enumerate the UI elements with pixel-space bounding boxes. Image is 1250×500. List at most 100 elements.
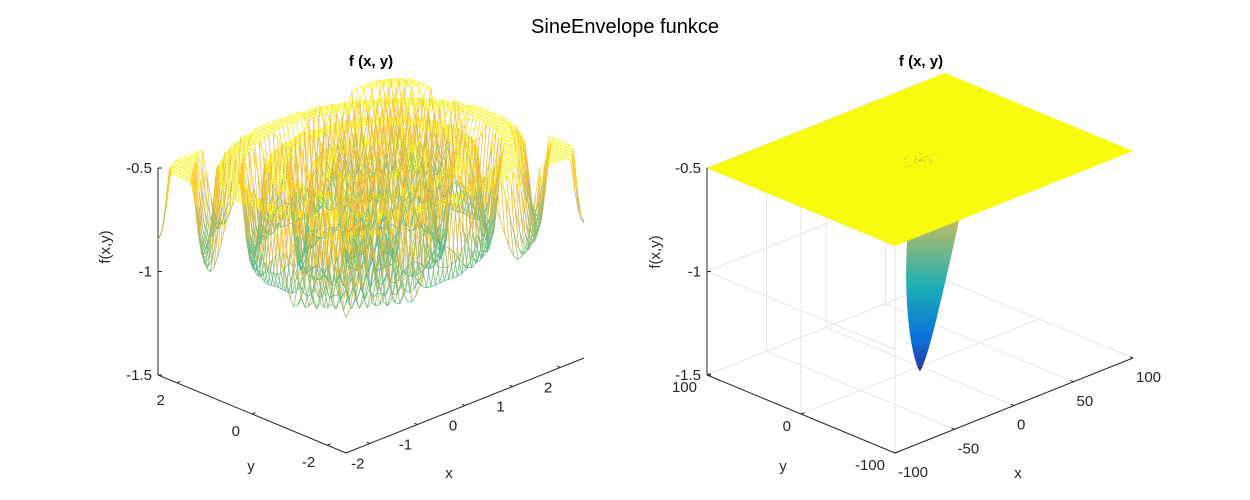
mesh-line: [384, 84, 388, 86]
mesh-line: [470, 113, 474, 115]
mesh-line: [293, 118, 297, 120]
mesh-line: [179, 177, 183, 178]
mesh-line: [509, 140, 513, 142]
mesh-line: [484, 120, 488, 121]
mesh-line: [471, 109, 475, 111]
mesh-line: [507, 171, 512, 173]
mesh-line: [413, 82, 417, 84]
y-tick-mark: [252, 413, 256, 414]
mesh-line: [401, 81, 405, 83]
mesh-line: [478, 112, 482, 114]
mesh-line: [562, 158, 566, 160]
mesh-line: [193, 152, 197, 154]
mesh-line: [502, 137, 506, 139]
mesh-line: [499, 132, 503, 134]
mesh-line: [277, 119, 281, 121]
mesh-line: [563, 155, 567, 157]
mesh-line: [567, 154, 571, 155]
mesh-line: [500, 129, 504, 131]
mesh-line: [340, 102, 344, 104]
mesh-line: [416, 97, 420, 99]
mesh-line: [297, 116, 301, 118]
mesh-line: [158, 233, 162, 240]
mesh-line: [559, 155, 563, 157]
mesh-line: [395, 103, 399, 105]
mesh-line: [490, 126, 494, 127]
mesh-line: [314, 113, 318, 115]
mesh-line: [559, 142, 563, 144]
mesh-line: [238, 201, 242, 203]
mesh-line: [405, 82, 409, 84]
mesh-line: [445, 103, 450, 105]
mesh-line: [499, 121, 503, 123]
mesh-line: [356, 87, 360, 89]
mesh-line: [507, 132, 511, 134]
mesh-line: [400, 84, 404, 86]
mesh-line: [494, 123, 498, 125]
mesh-line: [235, 198, 239, 200]
mesh-line: [507, 146, 511, 148]
mesh-line: [188, 173, 192, 175]
mesh-line: [453, 170, 458, 172]
mesh-line: [373, 83, 377, 85]
mesh-line: [488, 117, 493, 119]
mesh-line: [449, 104, 453, 106]
mesh-line: [460, 105, 464, 107]
mesh-line: [489, 113, 493, 115]
mesh-line: [501, 126, 506, 128]
mesh-line: [511, 159, 515, 161]
mesh-line: [276, 122, 280, 124]
mesh-line: [501, 168, 505, 170]
mesh-line: [560, 150, 564, 152]
mesh-line: [512, 155, 516, 157]
mesh-line: [262, 130, 266, 132]
mesh-line: [301, 120, 304, 130]
mesh-line: [504, 141, 508, 143]
mesh-line: [182, 176, 186, 178]
mesh-line: [323, 109, 327, 111]
mesh-line: [162, 210, 166, 233]
mesh-line: [393, 81, 397, 83]
mesh-line: [374, 120, 378, 122]
mesh-line: [191, 162, 195, 164]
mesh-line: [316, 106, 320, 108]
mesh-line: [473, 116, 477, 118]
mesh-line: [257, 135, 261, 137]
mesh-line: [503, 119, 507, 121]
mesh-line: [564, 152, 568, 154]
mesh-line: [183, 162, 187, 164]
mesh-line: [500, 118, 504, 120]
mesh-line: [238, 160, 242, 162]
mesh-line: [273, 121, 277, 123]
mesh-line: [255, 128, 259, 130]
mesh-line: [568, 151, 572, 152]
mesh-line: [175, 175, 179, 177]
mesh-line: [493, 115, 497, 117]
mesh-line: [502, 176, 506, 178]
mesh-line: [180, 157, 184, 159]
mesh-line: [184, 170, 188, 172]
mesh-line: [495, 120, 499, 122]
mesh-line: [236, 195, 240, 197]
mesh-line: [552, 151, 557, 153]
mesh-line: [424, 85, 427, 86]
mesh-line: [257, 137, 261, 139]
mesh-line: [445, 108, 449, 109]
mesh-line: [510, 162, 514, 164]
figure-title: SineEnvelope funkce: [531, 16, 719, 38]
left-surface-plot: -2-1012-202-1.5-1-0.5xyf(x,y) f (x, y): [97, 53, 584, 482]
mesh-line: [423, 86, 427, 99]
mesh-line: [281, 120, 285, 122]
mesh-line: [557, 149, 561, 151]
mesh-line: [331, 109, 335, 111]
mesh-line: [507, 160, 511, 162]
mesh-line: [508, 168, 512, 170]
mesh-line: [187, 160, 191, 162]
mesh-line: [497, 129, 501, 131]
mesh-line: [235, 184, 239, 186]
mesh-line: [292, 147, 296, 149]
mesh-line: [490, 125, 494, 127]
mesh-line: [252, 205, 256, 207]
mesh-line: [178, 164, 182, 166]
mesh-line: [352, 89, 356, 91]
